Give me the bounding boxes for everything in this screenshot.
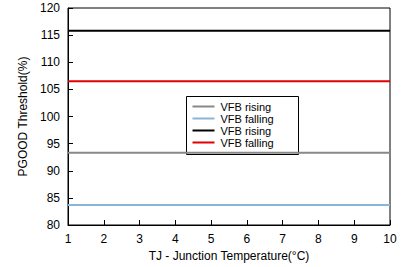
svg-text:3: 3 [136,232,143,246]
svg-text:90: 90 [47,164,61,178]
svg-text:4: 4 [172,232,179,246]
svg-text:85: 85 [47,191,61,205]
svg-text:8: 8 [315,232,322,246]
svg-text:2: 2 [100,232,107,246]
svg-text:105: 105 [40,82,60,96]
svg-text:120: 120 [40,1,60,15]
svg-text:VFB falling: VFB falling [221,113,274,125]
svg-text:7: 7 [279,232,286,246]
svg-text:VFB falling: VFB falling [221,137,274,149]
svg-text:10: 10 [383,232,397,246]
svg-text:1: 1 [65,232,72,246]
svg-text:100: 100 [40,110,60,124]
svg-text:5: 5 [208,232,215,246]
svg-text:VFB rising: VFB rising [221,101,272,113]
svg-text:115: 115 [41,28,60,42]
svg-text:80: 80 [47,218,61,232]
svg-text:6: 6 [244,232,251,246]
svg-text:9: 9 [351,232,358,246]
svg-text:PGOOD Threshold(%): PGOOD Threshold(%) [16,57,30,177]
svg-text:110: 110 [41,55,60,69]
svg-text:VFB rising: VFB rising [221,125,272,137]
svg-text:TJ - Junction Temperature(°C): TJ - Junction Temperature(°C) [149,249,310,263]
svg-text:95: 95 [47,137,61,151]
